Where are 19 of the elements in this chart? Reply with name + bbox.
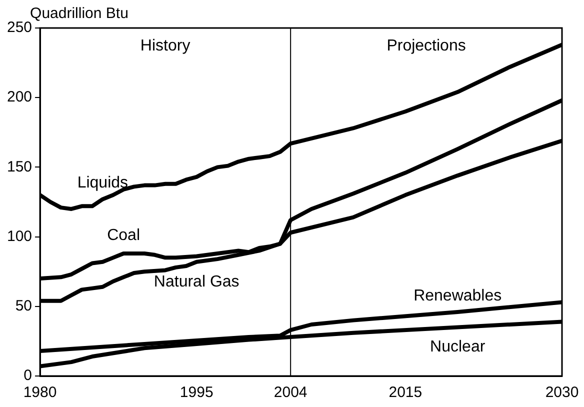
annotation: History — [140, 37, 190, 54]
y-tick-label: 0 — [24, 367, 32, 384]
x-tick-label: 1995 — [180, 384, 214, 402]
x-tick-label: 2004 — [274, 384, 308, 402]
y-axis-title: Quadrillion Btu — [30, 5, 128, 22]
annotation: Projections — [386, 37, 466, 54]
series-label: Natural Gas — [154, 273, 240, 290]
series-label: Renewables — [414, 287, 502, 304]
x-tick-label: 2030 — [545, 384, 579, 402]
series-label: Coal — [107, 226, 140, 244]
y-tick-label: 250 — [6, 19, 32, 36]
y-tick-label: 150 — [6, 158, 32, 176]
y-tick-label: 200 — [6, 88, 32, 106]
series-label: Nuclear — [430, 338, 486, 356]
x-tick-label: 2015 — [388, 384, 422, 402]
x-tick-label: 1980 — [23, 384, 57, 402]
y-tick-label: 100 — [6, 228, 32, 245]
series-label: Liquids — [77, 174, 128, 192]
y-tick-label: 50 — [15, 298, 32, 315]
